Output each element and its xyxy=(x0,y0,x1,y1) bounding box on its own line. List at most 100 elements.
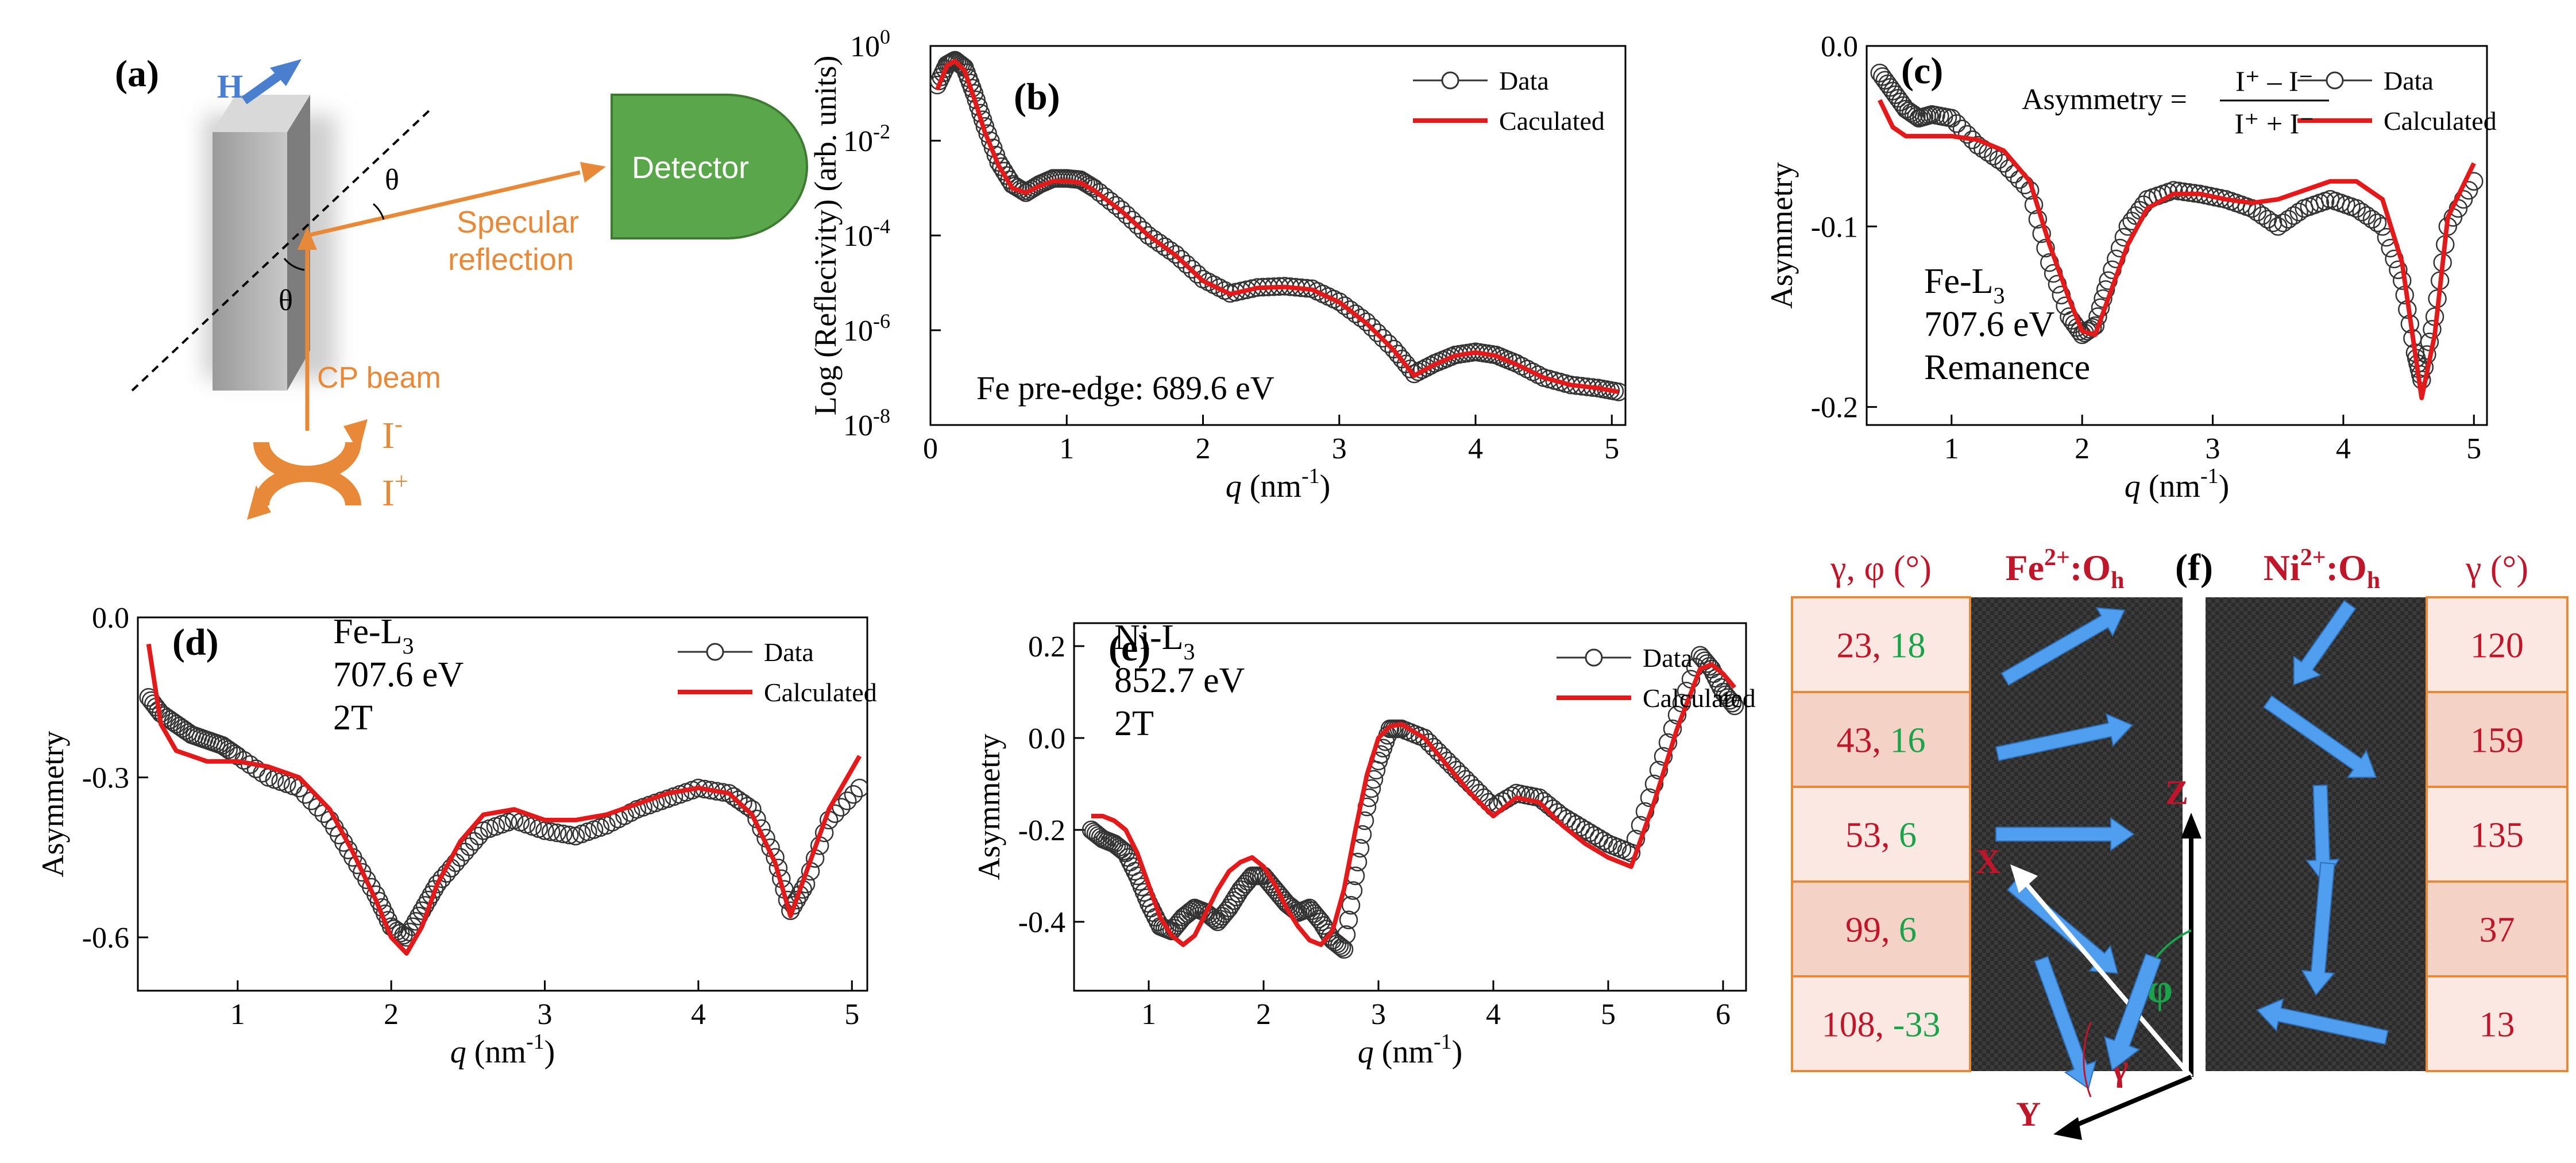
data-point xyxy=(1332,938,1351,957)
x-axis-label: q (nm-1) xyxy=(1226,464,1331,504)
data-point xyxy=(1640,788,1659,807)
formula-denominator: I⁺ + I⁻ xyxy=(2234,107,2314,140)
x-tick-label: 2 xyxy=(384,998,399,1031)
ni-header-mid: :O xyxy=(2326,547,2367,588)
panel-f-label: (f) xyxy=(2175,547,2213,589)
ni-moment-arrow xyxy=(2256,998,2389,1045)
x-tick-label: 2 xyxy=(1196,432,1211,465)
z-axis-arrowhead xyxy=(2181,813,2202,839)
ni-header-sup: 2+ xyxy=(2300,544,2326,571)
y-tick-label: 10-4 xyxy=(843,215,890,253)
y-axis-label: Asymmetry xyxy=(36,731,70,878)
data-point xyxy=(1183,260,1202,279)
y-tick-label: 10-8 xyxy=(843,404,890,442)
data-point xyxy=(1654,747,1673,766)
data-point xyxy=(2274,213,2293,233)
value-separator: , xyxy=(1872,721,1890,760)
y-axis-label: Asymmetry xyxy=(972,734,1006,880)
x-tick-label: 5 xyxy=(844,998,859,1031)
data-point xyxy=(1635,802,1655,821)
data-point xyxy=(1571,817,1590,837)
ni-gamma-value: 135 xyxy=(2470,816,2524,855)
gamma-phi-header-text: γ, φ (°) xyxy=(1830,549,1932,588)
data-point xyxy=(1229,884,1248,903)
annotation-line: 852.7 eV xyxy=(1114,661,1245,700)
formula-lhs: Asymmetry = xyxy=(2022,83,2187,116)
fe-header-sup: 2+ xyxy=(2044,544,2070,571)
reflected-beam-arrowhead xyxy=(580,162,606,183)
field-arrowhead xyxy=(270,59,302,86)
x-axis-vector-label: X xyxy=(1976,843,2000,880)
annotation-line: 707.6 eV xyxy=(333,655,464,694)
x-axis-exp: -1 xyxy=(2200,464,2219,488)
i-plus-sup: + xyxy=(395,469,408,495)
data-point xyxy=(2289,202,2308,222)
data-point xyxy=(1339,910,1358,930)
data-point xyxy=(2342,197,2361,216)
theta-label-top: θ xyxy=(385,164,399,196)
i-minus-label: I xyxy=(382,415,395,457)
svg-text:I+: I+ xyxy=(382,469,408,514)
x-tick-label: 4 xyxy=(1486,998,1501,1031)
gamma-value: 53 xyxy=(1845,816,1881,855)
data-point xyxy=(432,869,451,888)
data-point xyxy=(1723,693,1742,713)
fe-moment-arrow xyxy=(1995,713,2134,762)
data-point xyxy=(1957,125,1977,144)
x-tick-label: 6 xyxy=(1716,998,1731,1031)
data-point xyxy=(1217,901,1237,921)
ni-gamma-header: γ (°) xyxy=(2465,549,2528,588)
data-point xyxy=(2164,181,2183,200)
data-point xyxy=(2096,280,2115,299)
annotation-line: 2T xyxy=(1114,704,1154,743)
y-tick-exponent: 0 xyxy=(880,25,890,48)
panel-label: (d) xyxy=(172,621,219,663)
ni-gamma-value: 159 xyxy=(2470,721,2524,760)
x-tick-label: 4 xyxy=(691,998,706,1031)
x-tick-label: 1 xyxy=(1944,432,1959,465)
ni-moment-arrow xyxy=(2301,861,2335,996)
data-point xyxy=(1150,233,1169,253)
annotation-subscript: 3 xyxy=(403,633,414,659)
panel-e-chart: 1 2 3 4 5 6 -0.4 -0.2 0.0 0.2 q (nm-1) Asymmetry (e)… xyxy=(972,618,1756,1070)
data-point xyxy=(1122,210,1142,230)
data-point xyxy=(1378,334,1398,353)
x-axis-label: q (nm-1) xyxy=(450,1030,555,1070)
legend-data-marker xyxy=(1585,648,1603,667)
fe-moment-arrow xyxy=(2034,956,2097,1089)
data-point xyxy=(2310,194,2330,212)
data-point xyxy=(412,901,431,920)
data-point xyxy=(1215,904,1234,923)
data-point xyxy=(738,797,757,816)
legend-data-marker xyxy=(706,643,724,661)
calculated-line xyxy=(1091,662,1737,947)
reflected-beam xyxy=(307,170,581,238)
data-point xyxy=(1139,226,1158,245)
right-table-cell xyxy=(2426,786,2569,883)
data-point xyxy=(1947,114,1967,133)
z-axis-label: Z xyxy=(2165,774,2188,812)
data-point xyxy=(2352,202,2371,222)
cp-beam-label: CP beam xyxy=(317,361,441,395)
gamma-phi-value: 23, 18 xyxy=(1837,627,1926,666)
data-point xyxy=(724,787,743,806)
legend-data-label: Data xyxy=(1643,643,1693,673)
theta-arc-top xyxy=(372,203,385,220)
y-tick-label: 0.0 xyxy=(92,602,129,635)
i-minus-sup: - xyxy=(395,411,403,438)
formula-numerator: I⁺ – I⁻ xyxy=(2235,65,2314,97)
data-point xyxy=(547,823,567,843)
data-point xyxy=(2368,213,2387,233)
x-tick-label: 1 xyxy=(230,998,245,1031)
detector-label: Detector xyxy=(632,150,749,185)
panel-b-chart: 0 1 2 3 4 5 10-8 10-6 10-4 10-2 100 q (nm-1) Log (Re… xyxy=(808,25,1627,504)
data-point xyxy=(1644,774,1664,794)
sample-slab-side xyxy=(287,95,310,391)
ni-moment-arrow xyxy=(2263,695,2377,778)
data-point xyxy=(1368,323,1387,342)
y-tick-label: 10-6 xyxy=(843,310,890,347)
fe-moment-arrow xyxy=(2000,607,2126,686)
data-point xyxy=(2169,181,2188,200)
plot-area xyxy=(139,643,867,956)
